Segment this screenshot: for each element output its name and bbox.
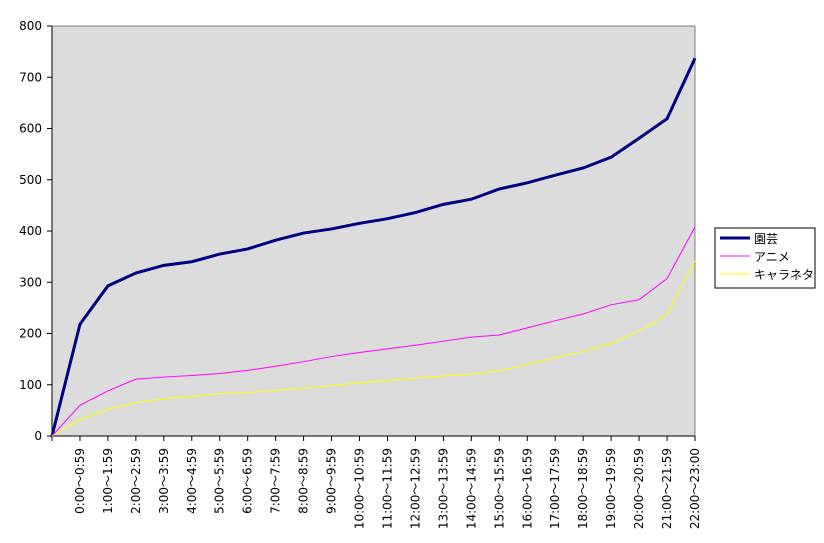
x-tick-label: 5:00～5:59: [213, 448, 227, 514]
y-tick-label: 100: [19, 378, 42, 392]
x-tick-label: 13:00～13:59: [436, 448, 450, 529]
y-tick-label: 500: [19, 173, 42, 187]
y-tick-label: 800: [19, 19, 42, 33]
x-tick-label: 20:00～20:59: [632, 448, 646, 529]
x-tick-label: 8:00～8:59: [297, 448, 311, 514]
x-tick-label: 17:00～17:59: [548, 448, 562, 529]
x-tick-label: 3:00～3:59: [157, 448, 171, 514]
x-tick-label: 10:00～10:59: [353, 448, 367, 529]
series-line: [51, 260, 696, 437]
x-tick-label: 21:00～21:59: [660, 448, 674, 529]
x-tick-label: 14:00～14:59: [464, 448, 478, 529]
x-tick-label: 11:00～11:59: [380, 448, 394, 529]
x-tick-label: 12:00～12:59: [408, 448, 422, 529]
y-tick-label: 600: [19, 122, 42, 136]
legend-label: 園芸: [754, 232, 778, 246]
y-tick-label: 0: [34, 429, 42, 443]
legend-label: キャラネタ: [754, 268, 814, 282]
x-tick-label: 22:00～23:00: [688, 448, 702, 529]
x-tick-label: 6:00～6:59: [241, 448, 255, 514]
y-tick-label: 200: [19, 327, 42, 341]
y-tick-label: 300: [19, 275, 42, 289]
x-tick-label: 4:00～4:59: [185, 448, 199, 514]
x-tick-label: 0:00～0:59: [73, 448, 87, 514]
plot-area: [51, 25, 696, 437]
y-tick-label: 400: [19, 224, 42, 238]
x-tick-label: 7:00～7:59: [269, 448, 283, 514]
x-tick-label: 1:00～1:59: [101, 448, 115, 514]
x-tick-label: 16:00～16:59: [520, 448, 534, 529]
series-line: [51, 226, 696, 437]
x-tick-label: 19:00～19:59: [604, 448, 618, 529]
x-tick-label: 2:00～2:59: [129, 448, 143, 514]
x-tick-label: 18:00～18:59: [576, 448, 590, 529]
series-line: [50, 57, 697, 437]
x-tick-label: 9:00～9:59: [325, 448, 339, 514]
x-tick-label: 15:00～15:59: [492, 448, 506, 529]
legend-label: アニメ: [754, 250, 790, 264]
y-tick-label: 700: [19, 70, 42, 84]
